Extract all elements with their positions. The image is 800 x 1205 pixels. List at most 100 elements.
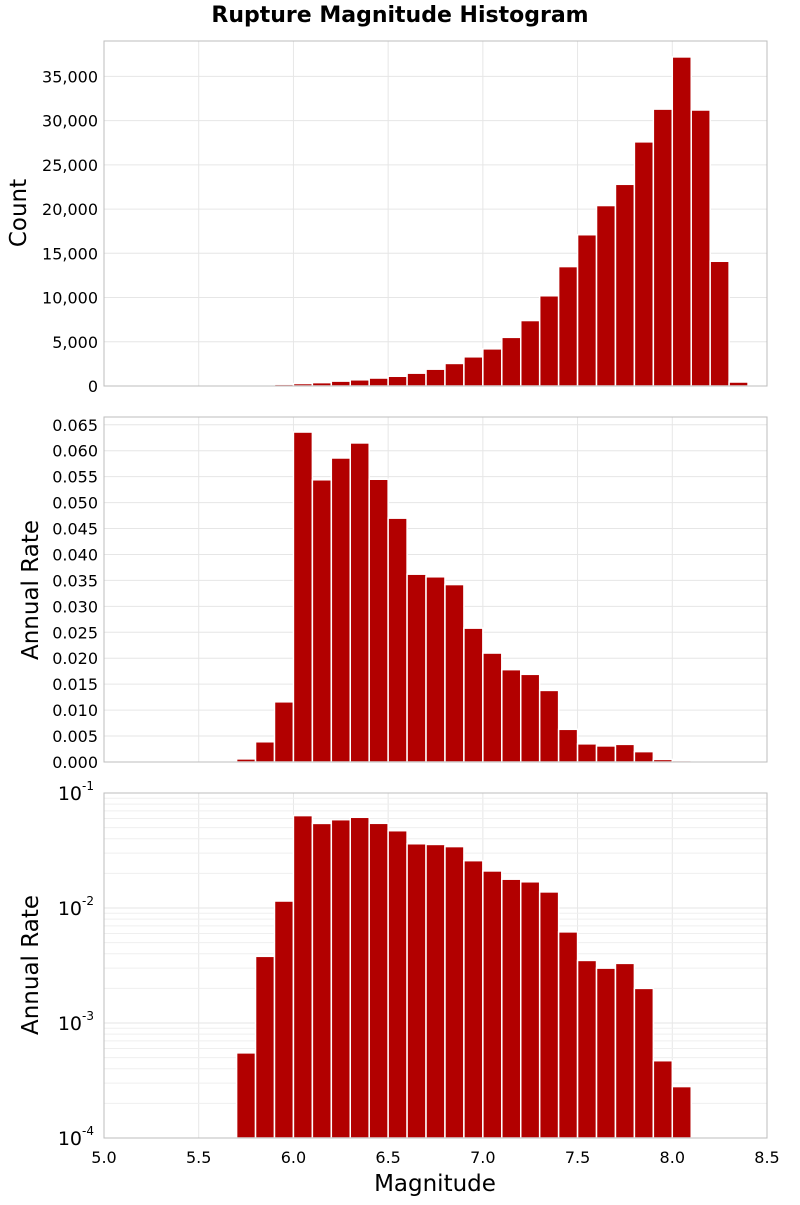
histogram-bar: [445, 847, 464, 1138]
histogram-bar: [521, 321, 540, 386]
histogram-bar: [615, 744, 634, 762]
histogram-bar: [464, 628, 483, 762]
histogram-bar: [331, 820, 350, 1138]
histogram-bar: [483, 653, 502, 762]
y-tick-label: 0.045: [52, 520, 98, 539]
y-tick-label: 30,000: [42, 112, 98, 131]
histogram-bar: [426, 844, 445, 1138]
histogram-bar: [464, 861, 483, 1138]
x-tick-label: 5.0: [91, 1148, 116, 1167]
histogram-bar: [634, 988, 653, 1138]
histogram-bar: [331, 381, 350, 386]
histogram-bar: [502, 879, 521, 1138]
y-tick-label: 25,000: [42, 156, 98, 175]
histogram-bar: [237, 1053, 256, 1138]
histogram-bar: [615, 184, 634, 386]
x-tick-label: 7.5: [565, 1148, 590, 1167]
histogram-bar: [256, 956, 275, 1138]
y-tick-label: 10-1: [58, 779, 94, 805]
y-tick-label: 10,000: [42, 289, 98, 308]
histogram-bar: [634, 752, 653, 762]
y-tick-label: 35,000: [42, 67, 98, 86]
histogram-bar: [369, 479, 388, 762]
histogram-bar: [540, 892, 559, 1138]
histogram-bar: [521, 674, 540, 762]
y-tick-label: 0.055: [52, 468, 98, 487]
y-tick-label: 0.015: [52, 675, 98, 694]
histogram-bar: [388, 518, 407, 762]
histogram-bar: [559, 729, 578, 762]
x-tick-label: 5.5: [186, 1148, 211, 1167]
y-tick-label: 0.005: [52, 727, 98, 746]
histogram-bar: [729, 382, 748, 386]
histogram-bar: [483, 349, 502, 386]
histogram-bar: [274, 901, 293, 1138]
histogram-bar: [578, 235, 597, 386]
histogram-bar: [710, 261, 729, 386]
histogram-bar: [407, 373, 426, 386]
histogram-bar: [502, 670, 521, 762]
x-tick-label: 6.5: [375, 1148, 400, 1167]
y-tick-label: 20,000: [42, 200, 98, 219]
count-histogram-panel: 0 5,000 10,000 15,000 20,000 25,000 30,000 35,0…: [6, 41, 767, 396]
histogram-bar: [274, 702, 293, 762]
x-tick-label: 8.5: [754, 1148, 779, 1167]
histogram-bar: [331, 458, 350, 762]
x-tick-label: 7.0: [470, 1148, 495, 1167]
histogram-bar: [350, 817, 369, 1138]
histogram-bar: [691, 110, 710, 386]
histogram-bar: [350, 443, 369, 762]
y-tick-label: 0: [88, 377, 98, 396]
histogram-bar: [445, 585, 464, 762]
histogram-bar: [597, 968, 616, 1138]
histogram-bar: [388, 831, 407, 1138]
histogram-bar: [426, 369, 445, 386]
histogram-bar: [388, 376, 407, 386]
histogram-bar: [256, 742, 275, 762]
y-axis-label: Annual Rate: [18, 520, 44, 660]
y-tick-label: 10-4: [58, 1124, 94, 1150]
histogram-bar: [672, 1087, 691, 1138]
chart-title: Rupture Magnitude Histogram: [211, 3, 588, 28]
y-tick-label: 15,000: [42, 244, 98, 263]
histogram-bar: [369, 823, 388, 1138]
histogram-bar: [464, 357, 483, 386]
histogram-bar: [634, 142, 653, 386]
x-axis-label: Magnitude: [374, 1171, 496, 1197]
histogram-bar: [597, 206, 616, 386]
y-tick-label: 0.060: [52, 442, 98, 461]
y-tick-label: 0.010: [52, 701, 98, 720]
y-tick-label: 10-3: [58, 1009, 94, 1035]
histogram-bar: [615, 963, 634, 1138]
histogram-bar: [540, 296, 559, 386]
histogram-bar: [597, 746, 616, 762]
y-tick-label: 5,000: [52, 333, 98, 352]
histogram-bar: [578, 744, 597, 762]
y-tick-label: 0.030: [52, 597, 98, 616]
y-tick-label: 0.035: [52, 571, 98, 590]
histogram-bar: [369, 378, 388, 386]
histogram-bar: [672, 57, 691, 386]
y-tick-label: 10-2: [58, 894, 94, 920]
y-axis-label: Count: [6, 179, 32, 247]
y-tick-label: 0.050: [52, 494, 98, 513]
histogram-bar: [350, 380, 369, 386]
histogram-bar: [653, 1061, 672, 1138]
histogram-bar: [559, 267, 578, 386]
histogram-bar: [312, 823, 331, 1138]
x-tick-label: 8.0: [660, 1148, 685, 1167]
histogram-bar: [653, 109, 672, 386]
histogram-bar: [578, 960, 597, 1138]
y-tick-label: 0.025: [52, 623, 98, 642]
histogram-bar: [293, 816, 312, 1138]
histogram-bar: [445, 363, 464, 386]
histogram-bar: [559, 932, 578, 1138]
annual-rate-histogram-panel: 0.0000.0050.0100.0150.0200.0250.0300.035…: [18, 416, 767, 772]
y-tick-label: 0.065: [52, 416, 98, 435]
histogram-bar: [502, 337, 521, 386]
histogram-bar: [521, 882, 540, 1138]
x-tick-label: 6.0: [281, 1148, 306, 1167]
